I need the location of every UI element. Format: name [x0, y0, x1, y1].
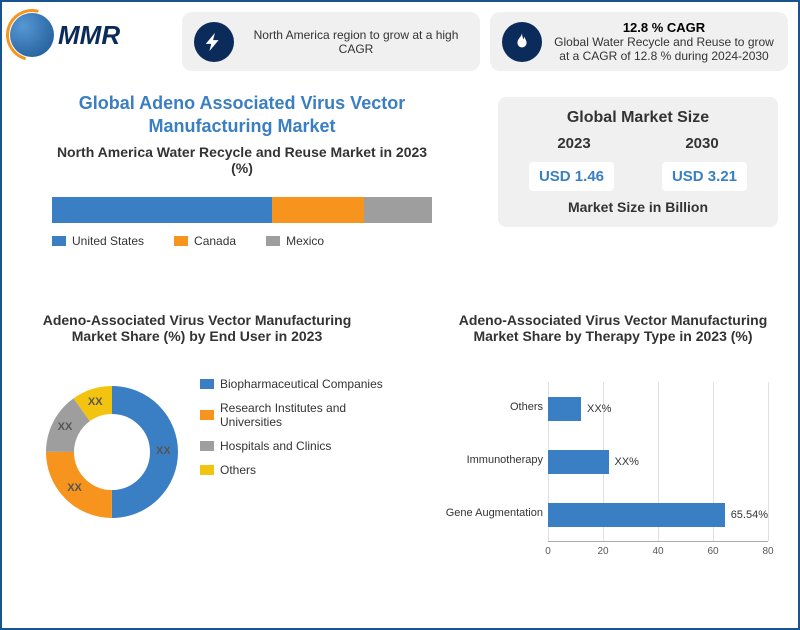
cagr-title: 12.8 % CAGR — [552, 20, 776, 35]
hbar-value: XX% — [615, 456, 639, 468]
gridline — [768, 382, 769, 541]
hbar-chart: XX% XX% 65.54% 0 20 40 60 80 Others Immunothera… — [438, 382, 778, 572]
hbar-ylabel: Gene Augmentation — [438, 507, 543, 519]
card-text: North America region to grow at a high C… — [244, 28, 468, 56]
market-values: USD 1.46 USD 3.21 — [510, 162, 766, 191]
market-title: Global Market Size — [510, 109, 766, 127]
legend-swatch — [52, 236, 66, 246]
donut-slice-label: XX — [88, 396, 103, 408]
legend-item: Research Institutes and Universities — [200, 401, 390, 429]
legend-label: Mexico — [286, 234, 324, 248]
stacked-legend: United States Canada Mexico — [52, 234, 432, 248]
hbar-row: 65.54% — [548, 503, 768, 527]
logo-text: MMR — [58, 20, 120, 51]
year-2030: 2030 — [685, 135, 718, 152]
legend-label: Others — [220, 463, 256, 477]
hbar-value: 65.54% — [731, 509, 768, 521]
donut-title: Adeno-Associated Virus Vector Manufactur… — [32, 312, 362, 344]
stacked-title: North America Water Recycle and Reuse Ma… — [52, 144, 432, 176]
value-2030: USD 3.21 — [662, 162, 747, 191]
main-title: Global Adeno Associated Virus Vector Man… — [52, 92, 432, 139]
legend-item: Mexico — [266, 234, 324, 248]
card-cagr: 12.8 % CAGR Global Water Recycle and Reu… — [490, 12, 788, 71]
stacked-bar-chart — [52, 197, 432, 223]
legend-label: Research Institutes and Universities — [220, 401, 390, 429]
xtick: 80 — [762, 546, 773, 557]
top-cards: North America region to grow at a high C… — [182, 12, 788, 71]
year-2023: 2023 — [557, 135, 590, 152]
cagr-text: Global Water Recycle and Reuse to grow a… — [552, 35, 776, 63]
legend-item: Biopharmaceutical Companies — [200, 377, 390, 391]
flame-icon — [502, 22, 542, 62]
hbar-plot: XX% XX% 65.54% — [548, 382, 768, 542]
legend-item: Others — [200, 463, 390, 477]
legend-swatch — [174, 236, 188, 246]
hbar-title: Adeno-Associated Virus Vector Manufactur… — [448, 312, 778, 344]
donut-legend: Biopharmaceutical Companies Research Inst… — [200, 372, 390, 477]
hbar-row: XX% — [548, 450, 768, 474]
hbar-bar — [548, 450, 609, 474]
legend-label: Canada — [194, 234, 236, 248]
legend-item: United States — [52, 234, 144, 248]
hbar-value: XX% — [587, 403, 611, 415]
card-text: 12.8 % CAGR Global Water Recycle and Reu… — [552, 20, 776, 63]
xtick: 40 — [652, 546, 663, 557]
hbar-bar — [548, 503, 725, 527]
stacked-seg — [52, 197, 272, 223]
market-size-box: Global Market Size 2023 2030 USD 1.46 US… — [498, 97, 778, 227]
legend-label: Biopharmaceutical Companies — [220, 377, 383, 391]
donut-chart-wrap: XX XX XX XX Biopharmaceutical Companies Rese… — [32, 372, 392, 572]
stacked-seg — [272, 197, 363, 223]
legend-label: United States — [72, 234, 144, 248]
legend-swatch — [200, 465, 214, 475]
card-north-america: North America region to grow at a high C… — [182, 12, 480, 71]
xtick: 60 — [707, 546, 718, 557]
globe-icon — [10, 13, 54, 57]
hbar-xaxis: 020406080 — [548, 546, 768, 566]
donut-slice-label: XX — [58, 421, 73, 433]
stacked-seg — [364, 197, 432, 223]
xtick: 20 — [597, 546, 608, 557]
hbar-ylabel: Immunotherapy — [438, 454, 543, 466]
bolt-icon — [194, 22, 234, 62]
donut-slice-label: XX — [67, 482, 82, 494]
legend-swatch — [200, 441, 214, 451]
value-2023: USD 1.46 — [529, 162, 614, 191]
donut-chart: XX XX XX XX — [32, 372, 192, 532]
legend-item: Canada — [174, 234, 236, 248]
market-subtitle: Market Size in Billion — [510, 199, 766, 215]
hbar-bar — [548, 397, 581, 421]
legend-label: Hospitals and Clinics — [220, 439, 331, 453]
mmr-logo: MMR — [10, 10, 130, 60]
hbar-row: XX% — [548, 397, 768, 421]
market-years: 2023 2030 — [510, 135, 766, 152]
xtick: 0 — [545, 546, 551, 557]
legend-swatch — [200, 410, 214, 420]
legend-swatch — [200, 379, 214, 389]
legend-swatch — [266, 236, 280, 246]
legend-item: Hospitals and Clinics — [200, 439, 390, 453]
hbar-ylabel: Others — [438, 401, 543, 413]
donut-slice-label: XX — [156, 445, 171, 457]
